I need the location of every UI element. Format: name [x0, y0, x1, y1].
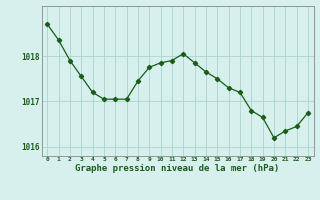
X-axis label: Graphe pression niveau de la mer (hPa): Graphe pression niveau de la mer (hPa): [76, 164, 280, 173]
